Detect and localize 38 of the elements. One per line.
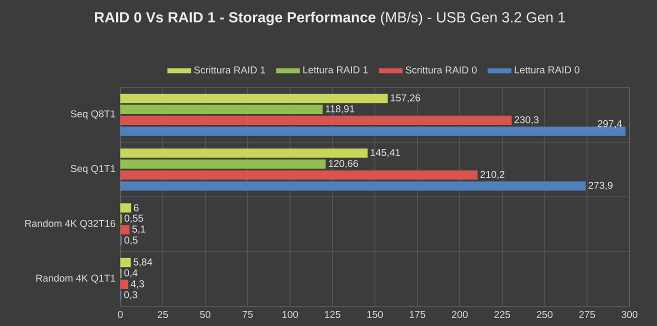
legend-label: Scrittura RAID 1 xyxy=(194,66,266,74)
data-label: 297,4 xyxy=(598,120,622,128)
x-tick-label: 200 xyxy=(452,310,468,318)
data-label: 210,2 xyxy=(480,170,504,180)
data-label: 120,66 xyxy=(328,160,358,168)
x-tick-label: 0 xyxy=(118,310,123,318)
x-tick-label: 225 xyxy=(494,310,510,318)
data-label: 230,3 xyxy=(514,116,539,124)
x-tick-label: 175 xyxy=(410,310,426,318)
x-tick-label: 25 xyxy=(158,310,168,318)
data-label: 145,41 xyxy=(370,149,400,158)
x-tick-label: 75 xyxy=(242,310,253,318)
y-tick-label: Random 4K Q1T1 xyxy=(36,274,116,284)
x-tick-label: 50 xyxy=(200,310,210,318)
data-label: 0,3 xyxy=(124,291,138,300)
data-label: 5,84 xyxy=(134,258,152,267)
x-tick-label: 275 xyxy=(579,310,595,318)
legend-label: Lettura RAID 0 xyxy=(514,66,580,74)
legend-label: Lettura RAID 1 xyxy=(303,66,368,74)
x-tick-label: 125 xyxy=(324,310,340,318)
y-tick-label: Seq Q1T1 xyxy=(70,164,116,174)
x-tick-label: 250 xyxy=(536,310,553,318)
x-tick-label: 150 xyxy=(367,310,383,318)
data-label: 5,1 xyxy=(132,226,146,234)
data-label: 273,9 xyxy=(588,182,613,190)
chart-title: RAID 0 Vs RAID 1 - Storage Performance (MB/s) - USB Gen 3.2 Gen 1 xyxy=(94,12,565,26)
y-tick-label: Random 4K Q32T16 xyxy=(25,220,116,229)
data-label: 0,5 xyxy=(124,236,138,245)
legend-label: Scrittura RAID 0 xyxy=(406,66,477,74)
x-tick-label: 100 xyxy=(282,310,298,318)
data-label: 0,55 xyxy=(124,214,144,223)
data-label: 157,26 xyxy=(390,94,420,102)
data-label: 4,3 xyxy=(130,280,144,288)
x-tick-label: 300 xyxy=(622,310,638,318)
data-label: 0,4 xyxy=(124,269,138,278)
data-label: 6 xyxy=(134,204,139,212)
data-label: 118,91 xyxy=(326,105,354,114)
y-tick-label: Seq Q8T1 xyxy=(70,110,116,120)
